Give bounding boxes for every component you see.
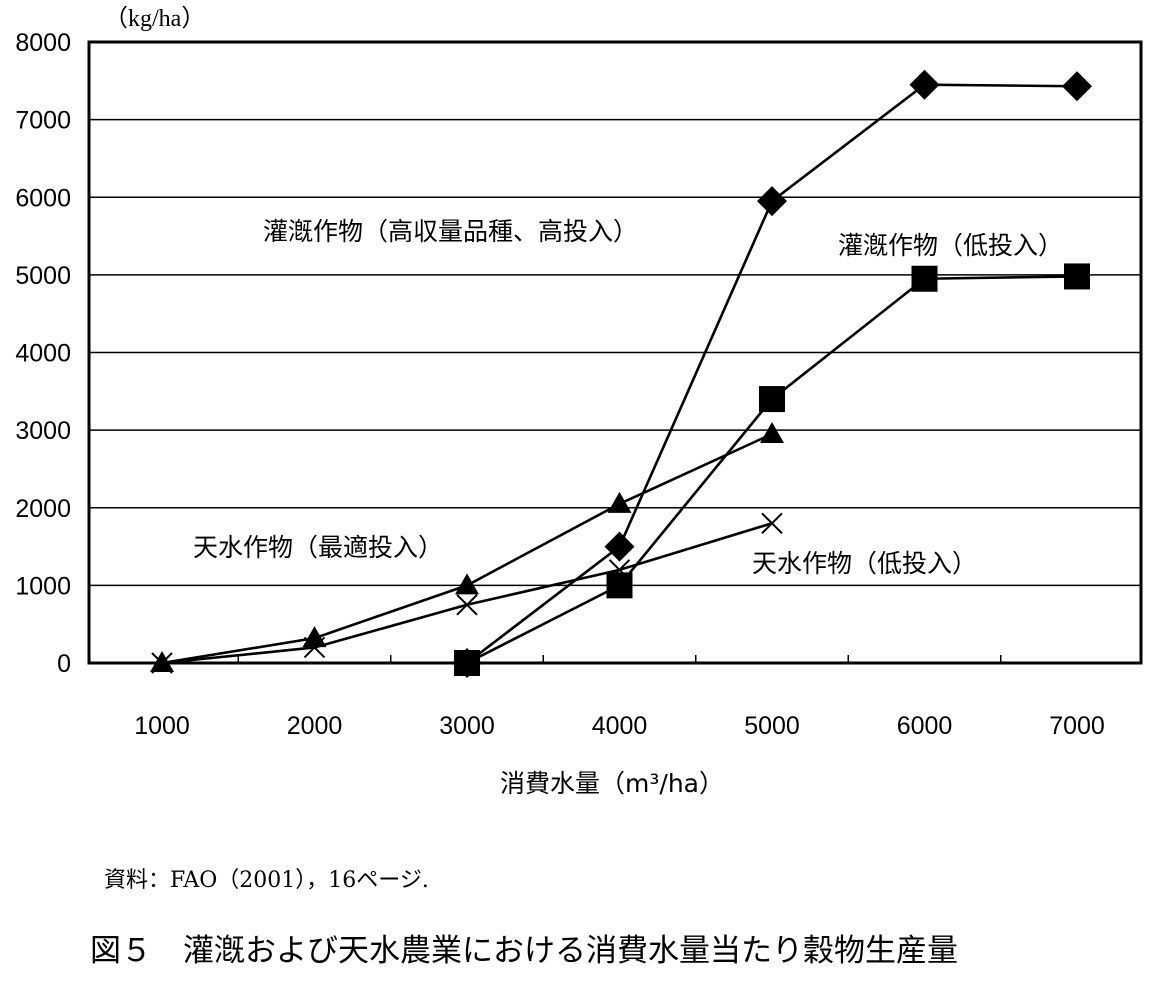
data-point-square bbox=[759, 386, 785, 413]
y-tick-label: 7000 bbox=[15, 107, 71, 135]
y-tick-label: 6000 bbox=[15, 184, 71, 212]
series-label: 天水作物（低投入） bbox=[752, 549, 977, 578]
y-tick-label: 5000 bbox=[15, 262, 71, 290]
figure-caption: 図５ 灌漑および天水農業における消費水量当たり穀物生産量 bbox=[90, 933, 958, 969]
y-tick-label: 0 bbox=[57, 650, 71, 678]
data-point-x bbox=[608, 559, 631, 581]
data-point-x bbox=[761, 512, 783, 534]
data-point-x bbox=[456, 594, 478, 616]
series-label: 灌漑作物（低投入） bbox=[838, 231, 1063, 260]
y-tick-label: 2000 bbox=[15, 495, 71, 523]
x-tick-label: 2000 bbox=[287, 712, 343, 740]
y-axis-label: （kg/ha） bbox=[104, 6, 205, 32]
series-4 bbox=[151, 512, 783, 674]
series-label: 天水作物（最適投入） bbox=[193, 533, 443, 562]
series-line bbox=[466, 275, 1078, 665]
data-point-diamond bbox=[757, 186, 787, 217]
x-tick-label: 4000 bbox=[592, 712, 648, 740]
series-label: 灌漑作物（高収量品種、高投入） bbox=[263, 217, 638, 246]
data-point-square bbox=[454, 650, 480, 676]
data-point-x bbox=[303, 636, 326, 659]
data-point-diamond bbox=[1062, 71, 1092, 102]
plot-frame bbox=[87, 40, 1143, 665]
x-axis-label: 消費水量（m³/ha） bbox=[500, 769, 724, 798]
data-point-square bbox=[1064, 263, 1090, 290]
y-axis: 0 1000 2000 3000 4000 5000 6000 7000 8000 bbox=[15, 29, 71, 678]
data-point-triangle bbox=[150, 651, 174, 672]
data-point-square bbox=[606, 572, 633, 599]
data-point-x bbox=[151, 652, 173, 674]
x-axis: 1000 2000 3000 4000 5000 6000 7000 bbox=[134, 655, 1105, 740]
y-tick-label: 3000 bbox=[15, 417, 71, 445]
x-tick-label: 1000 bbox=[134, 712, 190, 740]
x-tick-label: 7000 bbox=[1049, 712, 1105, 740]
x-tick-label: 3000 bbox=[439, 712, 495, 740]
chart: 0 1000 2000 3000 4000 5000 6000 7000 8000 1000 20… bbox=[15, 6, 1143, 798]
series-group bbox=[150, 69, 1092, 678]
data-point-triangle bbox=[607, 491, 632, 513]
y-tick-label: 1000 bbox=[15, 572, 71, 600]
data-point-triangle bbox=[455, 573, 479, 595]
data-point-square bbox=[911, 265, 938, 292]
x-tick-label: 5000 bbox=[744, 712, 800, 740]
grid-lines bbox=[89, 118, 1141, 587]
data-point-diamond bbox=[909, 69, 940, 100]
series-2 bbox=[454, 263, 1090, 676]
data-point-diamond bbox=[604, 531, 635, 562]
source-note: 資料：FAO（2001），16ページ. bbox=[104, 868, 429, 893]
data-point-triangle bbox=[760, 422, 784, 444]
series-labels: 灌漑作物（高収量品種、高投入） 灌漑作物（低投入） 天水作物（最適投入） 天水作物（低… bbox=[193, 217, 1063, 578]
x-tick-label: 6000 bbox=[897, 712, 953, 740]
y-tick-label: 8000 bbox=[15, 29, 71, 57]
y-tick-label: 4000 bbox=[15, 340, 71, 368]
